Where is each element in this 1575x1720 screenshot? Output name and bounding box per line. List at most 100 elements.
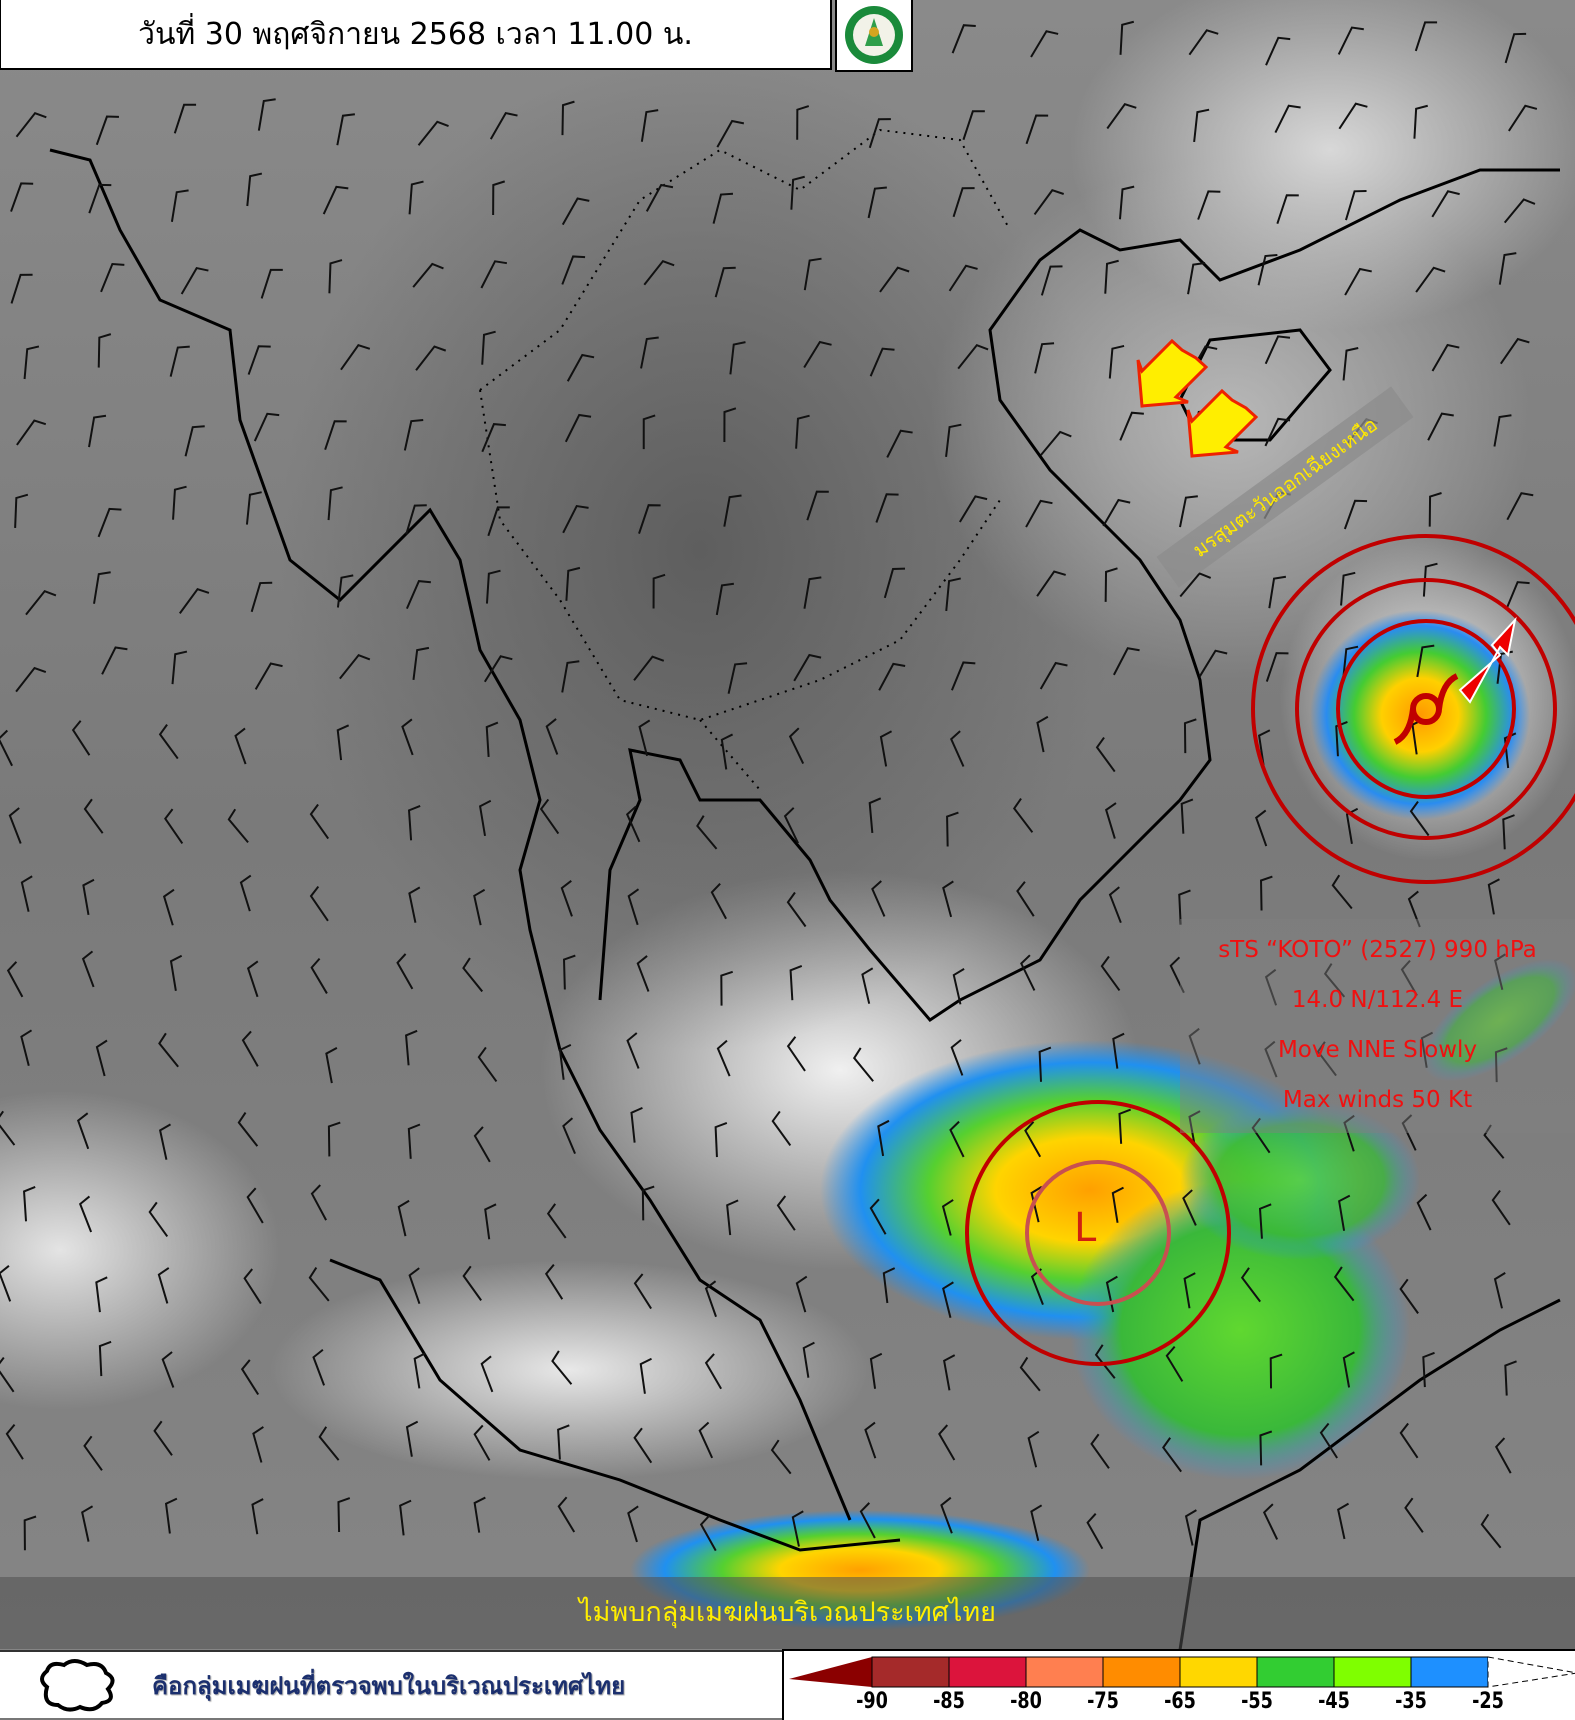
wind-barb	[1108, 344, 1125, 379]
wind-barb	[877, 1119, 890, 1157]
monsoon-arrows-icon	[1136, 338, 1259, 458]
wind-barb	[806, 490, 829, 521]
wind-barb	[25, 589, 57, 616]
wind-barb	[1338, 102, 1368, 130]
wind-barb	[15, 112, 47, 138]
wind-barb	[786, 1036, 806, 1072]
wind-barb	[407, 804, 421, 841]
wind-barb	[1112, 1032, 1125, 1069]
wind-barb	[405, 1420, 419, 1457]
wind-barb	[879, 730, 893, 767]
wind-barb	[408, 180, 424, 215]
wind-barb	[308, 1267, 330, 1302]
wind-barb	[1240, 1267, 1261, 1303]
wind-barb	[1184, 1509, 1197, 1546]
wind-barb	[480, 260, 508, 289]
wind-barb	[336, 574, 354, 608]
wind-barb	[1404, 1497, 1424, 1533]
wind-barb	[237, 1112, 259, 1147]
wind-barb	[1104, 802, 1117, 839]
wind-barb	[1276, 194, 1299, 225]
wind-barb	[1198, 649, 1228, 677]
wind-barb	[789, 964, 803, 1001]
wind-barb	[950, 661, 976, 691]
wind-barb	[10, 182, 34, 212]
wind-barb	[1431, 190, 1460, 218]
wind-barb	[803, 576, 822, 609]
wind-barb	[408, 1267, 421, 1305]
wind-barb	[948, 264, 978, 292]
scale-swatch	[948, 1656, 1027, 1688]
wind-barb	[101, 646, 128, 675]
wind-barb	[1020, 954, 1036, 991]
wind-barb	[88, 183, 112, 214]
wind-barb	[240, 1359, 260, 1396]
wind-barb	[328, 259, 343, 294]
wind-barb	[1503, 198, 1536, 224]
wind-barb	[882, 1267, 896, 1304]
wind-barb	[20, 875, 33, 912]
page-title: วันที่ 30 พฤศจิกายน 2568 เวลา 11.00 น.	[0, 0, 832, 70]
wind-barb	[478, 799, 492, 837]
wind-barb	[959, 495, 988, 523]
wind-barb	[1343, 1114, 1355, 1152]
wind-barb	[5, 1423, 24, 1460]
wind-barb	[1483, 1124, 1505, 1159]
storm-cloud-core	[1310, 610, 1530, 820]
wind-barb	[1491, 1189, 1511, 1226]
wind-barb	[803, 257, 822, 291]
wind-barb	[950, 1039, 964, 1076]
wind-barb	[1414, 21, 1438, 52]
wind-barb	[802, 1341, 815, 1378]
wind-barb	[1399, 1422, 1419, 1459]
wind-barb	[247, 345, 271, 375]
coastline-myanmar	[49, 148, 852, 1521]
wind-barb	[715, 582, 735, 616]
wind-barb	[1503, 732, 1517, 769]
scale-swatch	[1179, 1656, 1258, 1688]
wind-barb	[704, 1353, 722, 1390]
wind-barb	[408, 886, 421, 923]
wind-barb	[1420, 1031, 1434, 1068]
wind-barb	[952, 968, 965, 1005]
scale-tick-label: -25	[1472, 1689, 1504, 1714]
wind-barb	[938, 1424, 956, 1461]
wind-barb	[714, 1121, 728, 1158]
wind-barb	[720, 970, 734, 1006]
wind-barb	[327, 1121, 341, 1157]
wind-barb	[795, 1275, 808, 1313]
wind-barb	[405, 1029, 418, 1066]
scale-swatch	[1256, 1656, 1335, 1688]
wind-barb	[698, 1421, 714, 1459]
wind-barb	[1179, 495, 1198, 528]
wind-barb	[82, 878, 95, 916]
wind-barb	[627, 888, 640, 926]
wind-barb	[869, 1198, 887, 1235]
cloud-legend-text: คือกลุ่มเมฆฝนที่ตรวจพบในบริเวณประเทศไทย	[152, 1671, 626, 1700]
wind-barb	[327, 486, 343, 521]
cloud-legend: คือกลุ่มเมฆฝนที่ตรวจพบในบริเวณประเทศไทย	[0, 1652, 782, 1718]
wind-barb	[1012, 797, 1034, 833]
cloud-cluster-east	[1180, 1100, 1420, 1260]
wind-barb	[627, 1505, 639, 1543]
wind-barb	[1086, 1513, 1104, 1550]
scale-tick-label: -65	[1164, 1689, 1196, 1714]
wind-barb	[560, 880, 573, 917]
wind-barb	[324, 420, 347, 450]
wind-barb	[557, 1424, 570, 1460]
wind-barb	[539, 798, 560, 835]
wind-barb	[561, 100, 575, 136]
wind-barb	[1036, 570, 1066, 597]
wind-barb	[1094, 1344, 1116, 1379]
low-pressure-label: L	[1074, 1205, 1097, 1251]
wind-barb	[720, 733, 734, 770]
wind-barb	[485, 721, 499, 758]
wind-barb	[545, 718, 559, 755]
symbols-layer	[965, 338, 1575, 1366]
wind-barb	[1480, 1513, 1502, 1549]
scale-swatch	[1333, 1656, 1412, 1688]
wind-barb	[1494, 1047, 1508, 1083]
wind-barb	[1431, 343, 1460, 372]
wind-barb	[1494, 953, 1506, 990]
wind-barb	[1502, 814, 1515, 850]
